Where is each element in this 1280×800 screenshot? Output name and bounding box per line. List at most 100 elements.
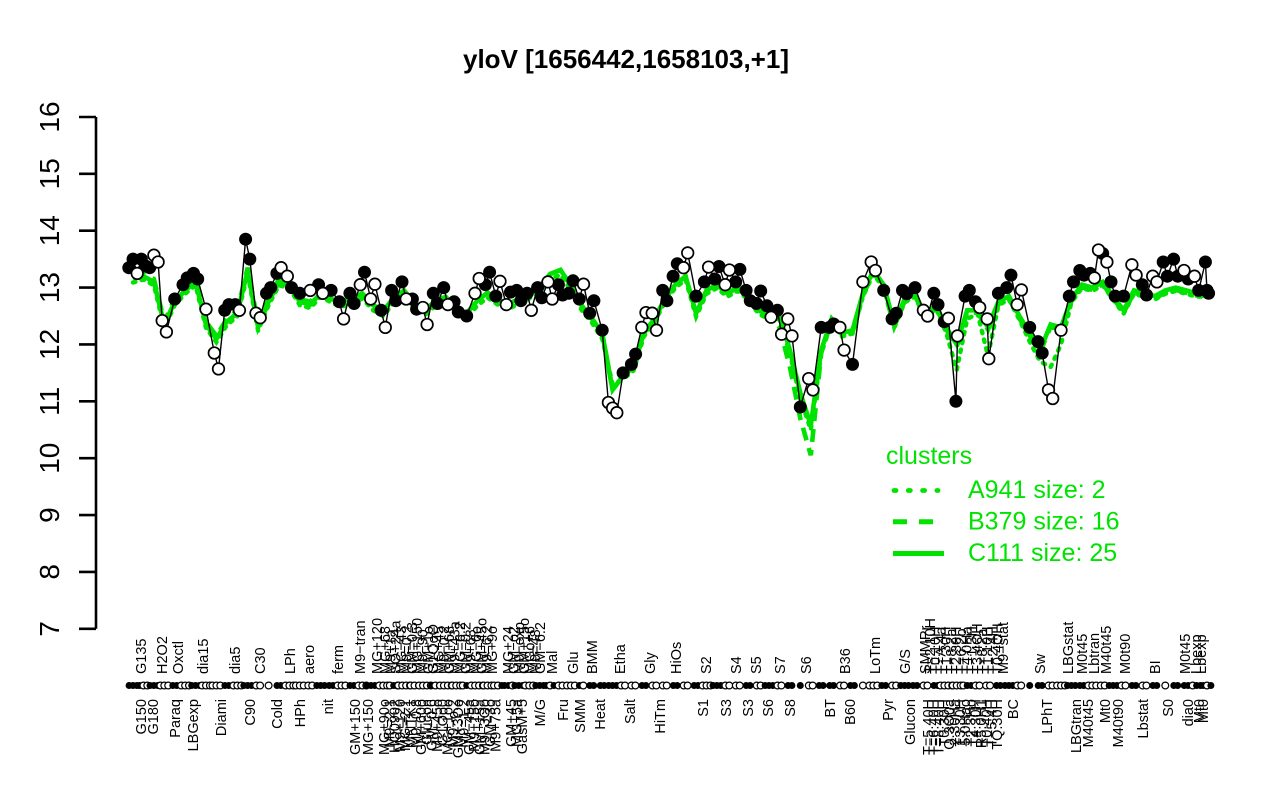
svg-text:MGo+6: MGo+6 xyxy=(522,626,538,674)
svg-text:M9=1.2: M9=1.2 xyxy=(457,699,473,748)
svg-text:Diami: Diami xyxy=(214,699,230,736)
svg-text:T=6.2o: T=6.2o xyxy=(954,628,970,674)
svg-text:5.0Hao: 5.0Hao xyxy=(958,699,974,746)
svg-text:MG+45: MG+45 xyxy=(432,626,448,674)
svg-text:SO+24a: SO+24a xyxy=(389,619,405,674)
svg-text:T=6.40H: T=6.40H xyxy=(926,699,942,755)
svg-text:M9−0.8: M9−0.8 xyxy=(409,699,425,748)
svg-text:GM+150: GM+150 xyxy=(348,699,364,755)
svg-text:G1OoO: G1OoO xyxy=(426,624,442,674)
svg-text:T4.30H: T4.30H xyxy=(969,699,985,747)
svg-text:T=5.40H: T=5.40H xyxy=(921,699,937,755)
svg-text:LBGexp: LBGexp xyxy=(186,699,202,751)
svg-text:BC: BC xyxy=(1006,699,1022,719)
svg-text:MG+120: MG+120 xyxy=(370,618,386,674)
svg-text:Lbexp: Lbexp xyxy=(1194,634,1210,674)
svg-text:B36: B36 xyxy=(838,648,854,674)
svg-text:13: 13 xyxy=(34,272,65,303)
svg-text:dia5: dia5 xyxy=(228,647,244,674)
svg-text:Paraq: Paraq xyxy=(168,699,184,738)
svg-text:M9−0.2: M9−0.2 xyxy=(437,625,453,674)
svg-text:clusters: clusters xyxy=(886,442,972,470)
svg-text:S3: S3 xyxy=(741,699,757,717)
svg-text:T=2.10H: T=2.10H xyxy=(923,618,939,674)
svg-text:MNTK1: MNTK1 xyxy=(404,699,420,748)
svg-text:S2: S2 xyxy=(699,656,715,674)
svg-text:Glu: Glu xyxy=(566,651,582,674)
svg-text:GM+45: GM+45 xyxy=(504,699,520,747)
svg-text:Mal: Mal xyxy=(545,651,561,674)
svg-text:SMMPr: SMMPr xyxy=(918,626,934,675)
svg-text:M9=0.2: M9=0.2 xyxy=(399,625,415,674)
svg-text:GM=0.3: GM=0.3 xyxy=(405,622,421,674)
svg-text:M9+45o: M9+45o xyxy=(430,699,446,752)
svg-text:MG=6.2: MG=6.2 xyxy=(453,622,469,674)
svg-text:GM−0.2: GM−0.2 xyxy=(458,622,474,674)
svg-text:yloV [1656442,1658103,+1]: yloV [1656442,1658103,+1] xyxy=(463,44,789,74)
svg-text:R5.0H1: R5.0H1 xyxy=(974,699,990,748)
svg-text:T4.0Ha: T4.0Ha xyxy=(959,626,975,674)
svg-text:Etha: Etha xyxy=(613,643,629,674)
svg-text:BT: BT xyxy=(823,699,839,718)
svg-text:GM+15a: GM+15a xyxy=(472,698,488,755)
svg-text:HiTm: HiTm xyxy=(653,699,669,734)
svg-text:M9+75a: M9+75a xyxy=(488,698,504,752)
svg-text:MG+150: MG+150 xyxy=(410,618,426,674)
svg-text:M9+1a: M9+1a xyxy=(383,628,399,674)
svg-text:BI: BI xyxy=(1148,660,1164,674)
svg-text:Glucon: Glucon xyxy=(903,699,919,745)
svg-text:MG=2.1: MG=2.1 xyxy=(398,699,414,751)
svg-text:M0t45: M0t45 xyxy=(1075,634,1091,674)
svg-text:M9−stat: M9−stat xyxy=(996,622,1012,674)
svg-text:Glucon: Glucon xyxy=(419,699,435,745)
svg-text:T2.30H: T2.30H xyxy=(949,626,965,674)
svg-text:GM+15o: GM+15o xyxy=(517,618,533,674)
svg-text:T=8.2a: T=8.2a xyxy=(975,628,991,674)
svg-text:T−2.4H: T−2.4H xyxy=(985,626,1001,674)
svg-text:Oxctl: Oxctl xyxy=(171,641,187,674)
svg-text:LPh: LPh xyxy=(283,648,299,674)
svg-text:T0.40H: T0.40H xyxy=(979,699,995,747)
svg-text:T0.30H: T0.30H xyxy=(937,699,953,747)
svg-text:LPhT: LPhT xyxy=(1040,699,1056,734)
svg-text:T3.4OH: T3.4OH xyxy=(970,623,986,674)
svg-text:T=8.40H: T=8.40H xyxy=(932,699,948,755)
svg-text:S7: S7 xyxy=(773,656,789,674)
svg-text:Lbexp: Lbexp xyxy=(1189,634,1205,674)
svg-text:12: 12 xyxy=(34,329,65,360)
svg-text:GM+3Oo: GM+3Oo xyxy=(451,699,467,758)
svg-text:BMM: BMM xyxy=(585,640,601,674)
svg-text:S3: S3 xyxy=(719,699,735,717)
svg-text:M9−tran: M9−tran xyxy=(353,620,369,674)
svg-text:M0t90: M0t90 xyxy=(1118,634,1134,674)
svg-text:11: 11 xyxy=(34,387,65,416)
svg-text:M9=6.2: M9=6.2 xyxy=(480,625,496,674)
svg-text:A941 size: 2: A941 size: 2 xyxy=(968,476,1106,504)
svg-text:T1.30H: T1.30H xyxy=(939,626,955,674)
svg-text:M/G: M/G xyxy=(533,699,549,726)
svg-text:GM−0.6: GM−0.6 xyxy=(425,699,441,751)
svg-text:HPh: HPh xyxy=(293,699,309,727)
svg-text:14: 14 xyxy=(34,215,65,246)
svg-text:Gly: Gly xyxy=(643,652,659,675)
svg-text:HO0902: HO0902 xyxy=(388,699,404,753)
svg-text:Pyr: Pyr xyxy=(881,699,897,721)
svg-text:15: 15 xyxy=(34,158,65,189)
svg-text:GM+60o: GM+60o xyxy=(414,699,430,755)
svg-text:G180: G180 xyxy=(146,699,162,734)
svg-text:Fru: Fru xyxy=(556,699,572,721)
svg-text:dia0: dia0 xyxy=(1181,699,1197,726)
svg-text:T−8.2a: T−8.2a xyxy=(944,628,960,674)
svg-text:S5: S5 xyxy=(749,656,765,674)
svg-text:GM+45o: GM+45o xyxy=(474,618,490,674)
svg-text:C90: C90 xyxy=(243,699,259,726)
svg-text:GM−3o: GM−3o xyxy=(483,699,499,747)
svg-text:MG+1oo: MG+1oo xyxy=(441,699,457,755)
svg-text:T−1.3H: T−1.3H xyxy=(965,626,981,674)
svg-text:G135: G135 xyxy=(134,639,150,674)
svg-text:M9−3Oo: M9−3Oo xyxy=(478,699,494,755)
svg-text:M9−o.2: M9−o.2 xyxy=(446,699,462,748)
svg-text:M9+15o: M9+15o xyxy=(467,699,483,752)
svg-text:Heat: Heat xyxy=(593,699,609,730)
svg-text:GM−45a: GM−45a xyxy=(462,698,478,755)
